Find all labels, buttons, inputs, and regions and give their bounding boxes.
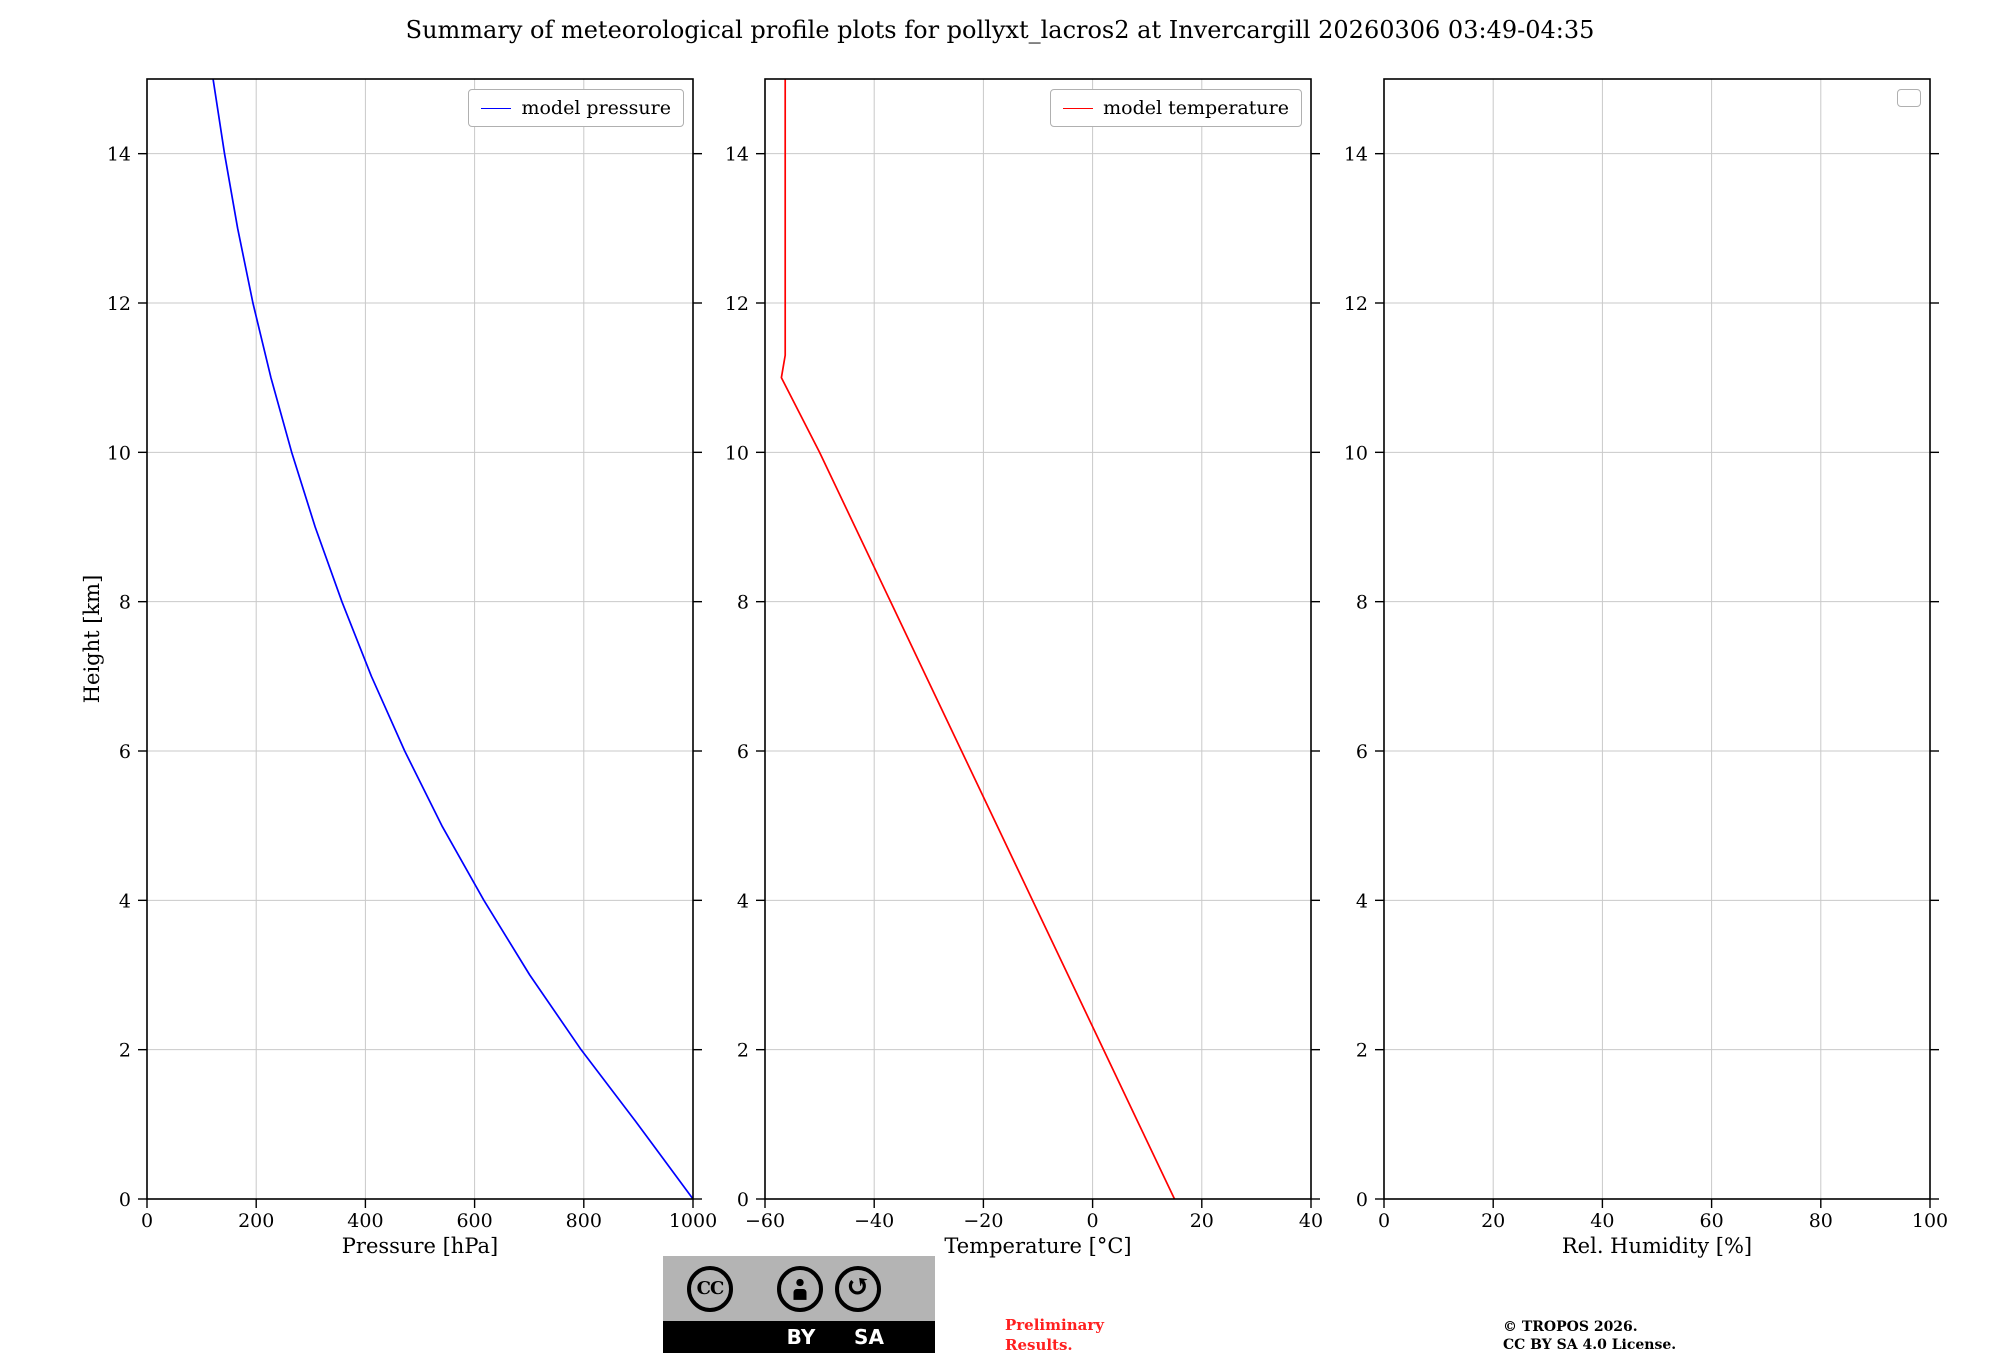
x-tick-label: 1000 (669, 1210, 717, 1232)
y-tick-label: 0 (737, 1189, 749, 1211)
y-tick-label: 4 (119, 890, 131, 912)
pressure-plot: 0 200 400 600 800 1000 0 2 4 6 8 10 12 14 model press… (107, 78, 717, 1232)
x-tick-label: 0 (1087, 1210, 1099, 1232)
model-pressure-curve (212, 78, 694, 1200)
temperature-legend-line-icon (1063, 107, 1094, 109)
copyright-note: © TROPOS 2026. CC BY SA 4.0 License. (1503, 1318, 1676, 1354)
humidity-plot-canvas: 0 20 40 60 80 100 0 2 4 6 8 10 12 14 (1344, 78, 1948, 1232)
temperature-legend-label: model temperature (1103, 97, 1289, 119)
y-tick-label: 0 (119, 1189, 131, 1211)
y-tick-label: 14 (107, 144, 131, 166)
preliminary-note: Preliminary Results. (1005, 1316, 1104, 1355)
sa-arrow-icon: ↺ (835, 1265, 881, 1312)
humidity-legend-empty (1897, 89, 1921, 107)
x-tick-label: 100 (1912, 1210, 1948, 1232)
x-tick-label: 0 (1378, 1210, 1390, 1232)
pressure-axis-label: Pressure [hPa] (341, 1234, 499, 1258)
copyright-line-1: © TROPOS 2026. (1503, 1319, 1638, 1335)
y-tick-label: 2 (737, 1040, 749, 1062)
x-tick-label: −60 (745, 1210, 785, 1232)
x-tick-label: 200 (238, 1210, 274, 1232)
x-tick-label: 20 (1190, 1210, 1214, 1232)
y-tick-label: 12 (107, 293, 131, 315)
badge-by-label: BY (786, 1325, 816, 1349)
y-tick-label: 10 (107, 442, 131, 464)
x-tick-label: 0 (141, 1210, 153, 1232)
y-tick-label: 14 (725, 144, 749, 166)
y-tick-label: 4 (737, 890, 749, 912)
y-tick-label: 0 (1356, 1189, 1368, 1211)
y-tick-label: 6 (737, 741, 749, 763)
x-tick-label: −40 (854, 1210, 894, 1232)
y-tick-label: 10 (1344, 442, 1368, 464)
axes-border (1383, 78, 1931, 1200)
y-tick-label: 12 (725, 293, 749, 315)
badge-sa-label: SA (854, 1325, 884, 1349)
preliminary-line-2: Results. (1005, 1335, 1073, 1354)
y-tick-label: 8 (737, 592, 749, 614)
person-glyph (793, 1278, 807, 1300)
cc-icon: CC (687, 1265, 733, 1312)
axes-border (764, 78, 1312, 1200)
preliminary-line-1: Preliminary (1005, 1316, 1104, 1334)
x-tick-label: 60 (1700, 1210, 1724, 1232)
y-tick-label: 12 (1344, 293, 1368, 315)
y-tick-label: 10 (725, 442, 749, 464)
x-tick-label: 20 (1481, 1210, 1505, 1232)
y-tick-label: 4 (1356, 890, 1368, 912)
pressure-legend-label: model pressure (521, 97, 671, 119)
cc-badge-icons: CC ↺ (663, 1256, 935, 1321)
x-tick-label: 800 (566, 1210, 602, 1232)
y-tick-label: 6 (119, 741, 131, 763)
model-temperature-curve (780, 79, 1176, 1200)
x-tick-label: 400 (347, 1210, 383, 1232)
by-person-icon (777, 1265, 823, 1312)
humidity-axis-label: Rel. Humidity [%] (1561, 1234, 1753, 1258)
x-tick-label: −20 (963, 1210, 1003, 1232)
y-tick-label: 6 (1356, 741, 1368, 763)
y-tick-label: 14 (1344, 144, 1368, 166)
x-tick-label: 80 (1809, 1210, 1833, 1232)
humidity-plot: 0 20 40 60 80 100 0 2 4 6 8 10 12 14 (1344, 78, 1948, 1232)
pressure-plot-canvas: 0 200 400 600 800 1000 0 2 4 6 8 10 12 14 (107, 78, 717, 1232)
axes-border (146, 78, 694, 1200)
x-tick-label: 40 (1590, 1210, 1614, 1232)
copyright-line-2: CC BY SA 4.0 License. (1503, 1337, 1677, 1354)
cc-badge-labels: BY SA (663, 1321, 935, 1353)
temperature-plot: −60 −40 −20 0 20 40 0 2 4 6 8 10 12 14 model temperat… (725, 78, 1323, 1232)
temperature-axis-label: Temperature [°C] (944, 1234, 1132, 1258)
y-tick-label: 2 (1356, 1040, 1368, 1062)
cc-license-badge: CC ↺ BY SA (663, 1256, 935, 1353)
pressure-legend: model pressure (468, 89, 684, 127)
pressure-legend-line-icon (481, 107, 512, 109)
temperature-legend: model temperature (1050, 89, 1302, 127)
y-tick-label: 2 (119, 1040, 131, 1062)
height-axis-label: Height [km] (80, 574, 104, 704)
x-tick-label: 40 (1299, 1210, 1323, 1232)
y-tick-label: 8 (119, 592, 131, 614)
x-tick-label: 600 (456, 1210, 492, 1232)
temperature-plot-canvas: −60 −40 −20 0 20 40 0 2 4 6 8 10 12 14 (725, 78, 1323, 1232)
figure-title: Summary of meteorological profile plots … (405, 16, 1595, 44)
y-tick-label: 8 (1356, 592, 1368, 614)
